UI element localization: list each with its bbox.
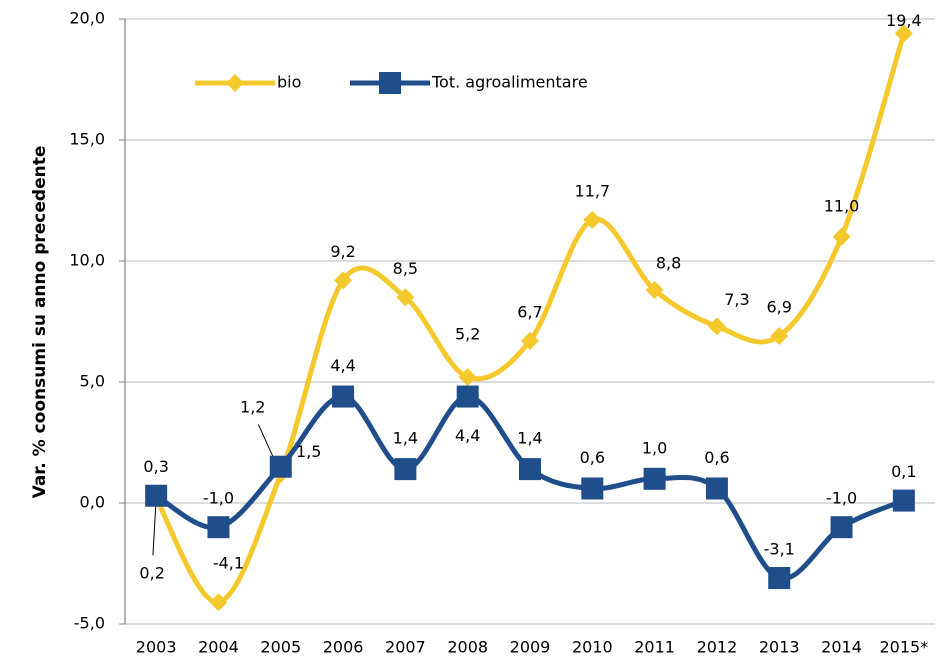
data-label: 8,8 (656, 254, 681, 273)
data-label: 0,6 (580, 448, 605, 467)
data-label: 0,2 (139, 564, 164, 583)
data-point (645, 281, 664, 300)
data-label: 6,7 (517, 302, 542, 321)
data-label: 9,2 (330, 242, 355, 261)
data-label: 4,4 (455, 426, 480, 445)
x-tick-label: 2008 (447, 638, 488, 657)
data-point (705, 477, 728, 500)
legend-marker (379, 72, 401, 94)
data-label: 1,5 (296, 442, 321, 461)
data-label: 1,2 (240, 397, 265, 416)
data-label: 4,4 (330, 356, 355, 375)
data-label: 1,0 (642, 438, 667, 457)
data-point (583, 210, 602, 229)
data-label: -1,0 (203, 489, 234, 508)
y-tick-label: 5,0 (80, 372, 105, 391)
leader-line (152, 498, 157, 556)
data-label: 5,2 (455, 325, 480, 344)
x-tick-label: 2013 (759, 638, 800, 657)
data-point (209, 593, 228, 612)
y-tick-label: 20,0 (69, 9, 105, 28)
y-tick-label: 0,0 (80, 493, 105, 512)
data-point (581, 477, 604, 500)
data-point (269, 455, 292, 478)
data-point (334, 271, 353, 290)
data-label: 0,1 (891, 462, 916, 481)
data-label: 8,5 (393, 259, 418, 278)
x-tick-label: 2014 (821, 638, 862, 657)
data-point (332, 385, 355, 408)
data-label: 19,4 (886, 11, 922, 30)
x-tick-label: 2011 (634, 638, 675, 657)
x-tick-label: 2006 (323, 638, 364, 657)
data-label: 6,9 (767, 298, 792, 317)
y-tick-label: 15,0 (69, 130, 105, 149)
legend-marker (226, 74, 244, 92)
data-point (145, 484, 168, 507)
data-point (458, 368, 477, 387)
data-point (832, 227, 851, 246)
data-label: -1,0 (826, 489, 857, 508)
data-point (521, 331, 539, 350)
x-tick-label: 2005 (260, 638, 301, 657)
y-axis-title: Var. % coonsumi su anno precedente (30, 146, 50, 499)
y-tick-label: 10,0 (69, 251, 105, 270)
data-point (894, 24, 913, 43)
data-label: 0,3 (143, 457, 168, 476)
data-label: -3,1 (764, 540, 795, 559)
x-tick-label: 2003 (136, 638, 177, 657)
data-point (770, 327, 789, 346)
x-tick-label: 2010 (572, 638, 613, 657)
data-point (707, 317, 726, 336)
data-label: 1,4 (517, 429, 542, 448)
data-point (207, 516, 230, 539)
data-point (768, 567, 791, 590)
x-tick-label: 2004 (198, 638, 239, 657)
data-point (830, 516, 853, 539)
legend-label: Tot. agroalimentare (431, 73, 588, 92)
data-label: 11,7 (574, 181, 610, 200)
x-tick-label: 2009 (510, 638, 551, 657)
data-label: 0,6 (704, 448, 729, 467)
data-point (396, 288, 415, 307)
x-tick-label: 2012 (697, 638, 738, 657)
legend-label: bio (277, 73, 301, 92)
x-tick-label: 2007 (385, 638, 426, 657)
data-point (456, 385, 479, 408)
data-label: -4,1 (213, 554, 244, 573)
data-label: 7,3 (724, 290, 749, 309)
data-point (643, 467, 666, 490)
data-point (892, 489, 915, 512)
data-label: 1,4 (393, 429, 418, 448)
data-point (519, 458, 541, 481)
x-tick-label: 2015* (879, 638, 928, 657)
data-point (394, 458, 417, 481)
y-tick-label: -5,0 (74, 614, 105, 633)
data-label: 11,0 (824, 196, 860, 215)
